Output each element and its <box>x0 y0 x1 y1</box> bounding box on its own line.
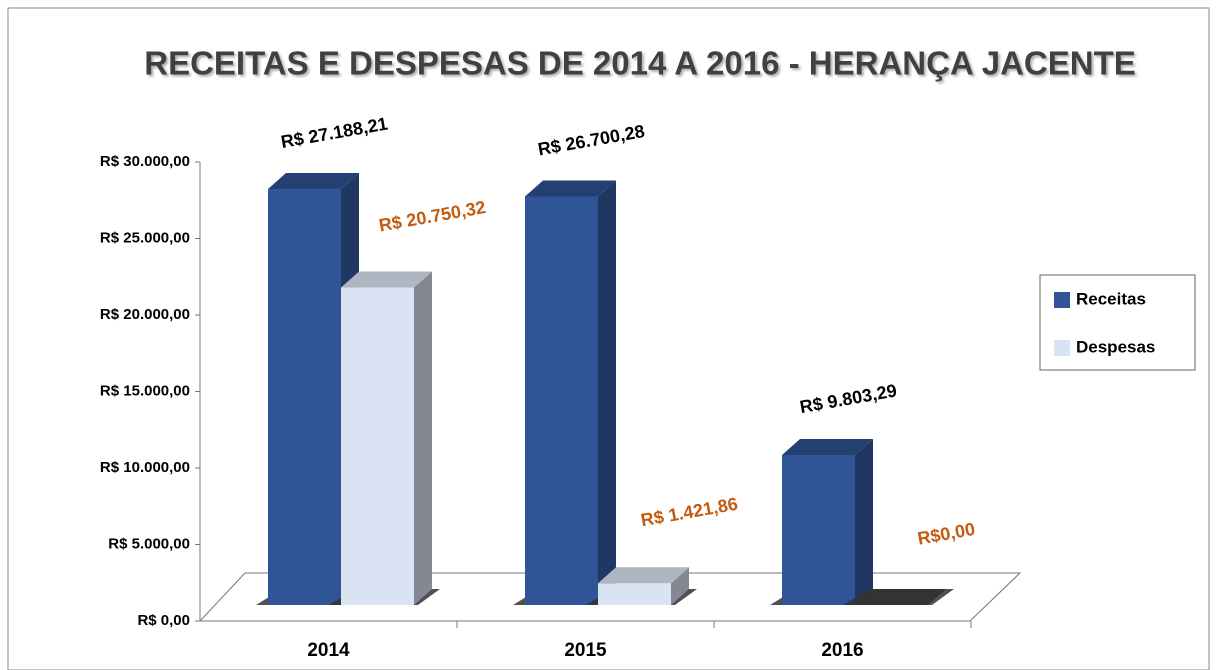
y-tick-label: R$ 30.000,00 <box>100 153 190 170</box>
legend-swatch <box>1054 340 1070 356</box>
bar-side <box>414 271 432 605</box>
bar <box>525 196 598 605</box>
legend-swatch <box>1054 292 1070 308</box>
legend-label: Receitas <box>1076 289 1146 308</box>
chart-title: RECEITAS E DESPESAS DE 2014 A 2016 - HER… <box>144 45 1136 82</box>
y-tick-label: R$ 0,00 <box>137 612 190 629</box>
x-tick-label: 2015 <box>564 640 607 661</box>
bar-top <box>598 567 689 584</box>
legend-label: Despesas <box>1076 337 1155 356</box>
bar <box>341 287 414 605</box>
y-tick-label: R$ 20.000,00 <box>100 306 190 323</box>
bar-side <box>671 567 689 605</box>
y-tick-label: R$ 10.000,00 <box>100 459 190 476</box>
bar-top <box>268 173 359 190</box>
bar-top <box>341 271 432 288</box>
y-tick-label: R$ 15.000,00 <box>100 382 190 399</box>
y-tick-label: R$ 5.000,00 <box>108 535 190 552</box>
bar-side <box>855 439 873 605</box>
bar-top <box>525 180 616 197</box>
bar <box>598 583 671 605</box>
y-tick-label: R$ 25.000,00 <box>100 229 190 246</box>
bar <box>268 189 341 605</box>
bar-top <box>782 439 873 456</box>
x-tick-label: 2014 <box>307 640 350 661</box>
x-tick-label: 2016 <box>821 640 863 661</box>
bar <box>782 455 855 605</box>
bar-top <box>855 589 946 605</box>
bar-side <box>598 180 616 605</box>
